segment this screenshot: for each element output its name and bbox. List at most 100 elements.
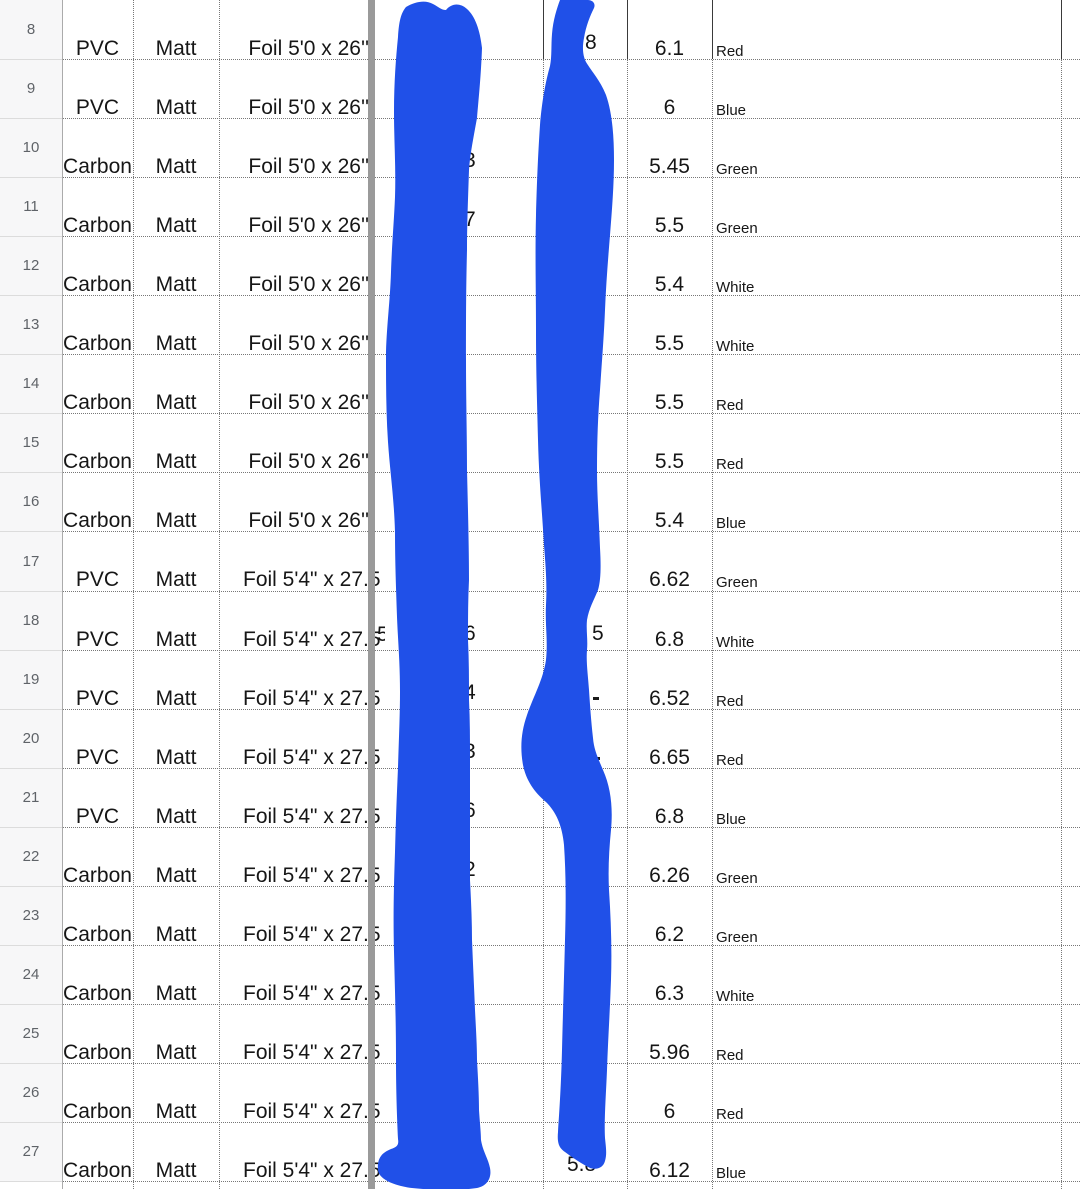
cell-color[interactable]: Blue [716, 1165, 747, 1183]
cell-finish[interactable]: Matt [155, 628, 197, 652]
cell-color[interactable]: Green [716, 220, 758, 238]
cell-finish[interactable]: Matt [155, 37, 197, 61]
cell-value[interactable]: 6 [663, 1100, 676, 1124]
cell-size[interactable]: Foil 5'4" x 27.5 [243, 982, 381, 1006]
cell-size[interactable]: Foil 5'0 x 26'' [248, 450, 369, 474]
cell-color[interactable]: Green [716, 870, 758, 888]
cell-value[interactable]: 6.26 [649, 864, 690, 888]
cell-color[interactable]: White [716, 279, 755, 297]
cell-material[interactable]: PVC [75, 746, 120, 770]
cell-color[interactable]: White [716, 338, 755, 356]
row-header[interactable]: 23 [0, 886, 62, 945]
cell-value[interactable]: 6.8 [654, 628, 685, 652]
cell-size[interactable]: Foil 5'0 x 26'' [248, 332, 369, 356]
cell-color[interactable]: Blue [716, 515, 747, 533]
cell-size[interactable]: Foil 5'0 x 26'' [248, 391, 369, 415]
row-header[interactable]: 11 [0, 177, 62, 236]
cell-value[interactable]: 6.65 [649, 746, 690, 770]
cell-material[interactable]: PVC [75, 96, 120, 120]
cell-finish[interactable]: Matt [155, 982, 197, 1006]
cell-material[interactable]: PVC [75, 37, 120, 61]
cell-finish[interactable]: Matt [155, 273, 197, 297]
row-header[interactable]: 12 [0, 236, 62, 295]
cell-size[interactable]: Foil 5'4" x 27.5 [243, 746, 381, 770]
cell-color[interactable]: Red [716, 1106, 744, 1124]
cell-finish[interactable]: Matt [155, 923, 197, 947]
cell-value[interactable]: 6.52 [649, 687, 690, 711]
cell-size[interactable]: Foil 5'4" x 27.5 [243, 687, 381, 711]
cell-value[interactable]: 6.1 [654, 37, 685, 61]
cell-color[interactable]: Red [716, 1047, 744, 1065]
cell-value[interactable]: 6.62 [649, 568, 690, 592]
row-header[interactable]: 15 [0, 413, 62, 472]
row-header[interactable]: 17 [0, 531, 62, 591]
cell-color[interactable]: Green [716, 161, 758, 179]
row-header[interactable]: 18 [0, 591, 62, 650]
cell-finish[interactable]: Matt [155, 1159, 197, 1183]
cell-finish[interactable]: Matt [155, 1041, 197, 1065]
row-header[interactable]: 21 [0, 768, 62, 827]
row-header[interactable]: 13 [0, 295, 62, 354]
cell-value[interactable]: 5.45 [649, 155, 690, 179]
cell-value[interactable]: 5.5 [654, 214, 685, 238]
cell-size[interactable]: Foil 5'4" x 27.5 [243, 1159, 381, 1183]
cell-material[interactable]: Carbon [63, 1100, 132, 1124]
cell-material[interactable]: PVC [75, 568, 120, 592]
cell-size[interactable]: Foil 5'0 x 26'' [248, 214, 369, 238]
cell-finish[interactable]: Matt [155, 96, 197, 120]
cell-value[interactable]: 5.4 [654, 273, 685, 297]
cell-size[interactable]: Foil 5'4" x 27.5 [243, 805, 381, 829]
cell-value[interactable]: 6.2 [654, 923, 685, 947]
cell-color[interactable]: Red [716, 397, 744, 415]
cell-value[interactable]: 6.8 [654, 805, 685, 829]
cell-size[interactable]: Foil 5'0 x 26'' [248, 155, 369, 179]
cell-material[interactable]: PVC [75, 628, 120, 652]
cell-size[interactable]: Foil 5'4" x 27.5 [243, 628, 381, 652]
cell-size[interactable]: Foil 5'0 x 26'' [248, 273, 369, 297]
cell-material[interactable]: Carbon [63, 273, 132, 297]
cell-material[interactable]: Carbon [63, 1159, 132, 1183]
cell-value[interactable]: 6 [663, 96, 676, 120]
cell-color[interactable]: White [716, 988, 755, 1006]
row-header[interactable]: 8 [0, 0, 62, 59]
cell-material[interactable]: Carbon [63, 155, 132, 179]
cell-finish[interactable]: Matt [155, 864, 197, 888]
cell-finish[interactable]: Matt [155, 509, 197, 533]
cell-value[interactable]: 6.3 [654, 982, 685, 1006]
cell-finish[interactable]: Matt [155, 568, 197, 592]
cell-color[interactable]: Red [716, 693, 744, 711]
cell-color[interactable]: Green [716, 574, 758, 592]
cell-material[interactable]: PVC [75, 805, 120, 829]
cell-finish[interactable]: Matt [155, 332, 197, 356]
row-header[interactable]: 9 [0, 59, 62, 118]
row-header[interactable]: 25 [0, 1004, 62, 1063]
cell-material[interactable]: PVC [75, 687, 120, 711]
cell-value[interactable]: 6.12 [649, 1159, 690, 1183]
cell-material[interactable]: Carbon [63, 923, 132, 947]
cell-finish[interactable]: Matt [155, 450, 197, 474]
row-header[interactable]: 26 [0, 1063, 62, 1122]
row-header[interactable]: 10 [0, 118, 62, 177]
cell-value[interactable]: 5.96 [649, 1041, 690, 1065]
cell-value[interactable]: 5.4 [654, 509, 685, 533]
cell-size[interactable]: Foil 5'0 x 26'' [248, 509, 369, 533]
cell-finish[interactable]: Matt [155, 687, 197, 711]
cell-finish[interactable]: Matt [155, 155, 197, 179]
cell-material[interactable]: Carbon [63, 332, 132, 356]
cell-color[interactable]: Green [716, 929, 758, 947]
row-header[interactable]: 19 [0, 650, 62, 709]
cell-material[interactable]: Carbon [63, 214, 132, 238]
cell-size[interactable]: Foil 5'4" x 27.5 [243, 923, 381, 947]
cell-material[interactable]: Carbon [63, 391, 132, 415]
cell-color[interactable]: Red [716, 43, 744, 61]
cell-color[interactable]: Red [716, 456, 744, 474]
cell-size[interactable]: Foil 5'0 x 26'' [248, 37, 369, 61]
row-header[interactable]: 27 [0, 1122, 62, 1181]
cell-finish[interactable]: Matt [155, 805, 197, 829]
cell-color[interactable]: Red [716, 752, 744, 770]
row-header[interactable]: 16 [0, 472, 62, 531]
cell-value[interactable]: 5.5 [654, 391, 685, 415]
cell-finish[interactable]: Matt [155, 1100, 197, 1124]
cell-material[interactable]: Carbon [63, 982, 132, 1006]
